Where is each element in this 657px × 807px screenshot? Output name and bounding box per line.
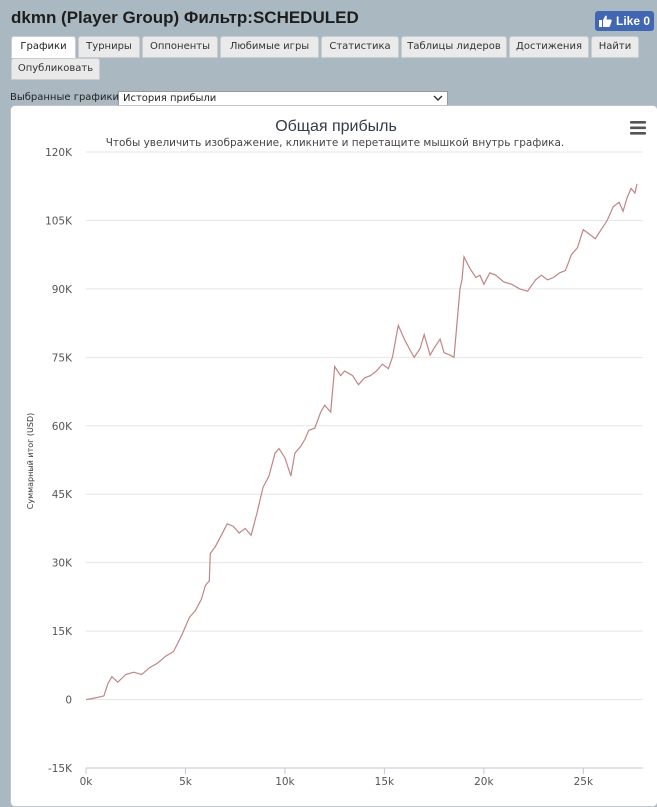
tab-favorite-games[interactable]: Любимые игры xyxy=(220,36,319,58)
like-count-label: Like 0 xyxy=(615,14,651,28)
x-tick-label: 25k xyxy=(574,776,594,788)
page-title: dkmn (Player Group) Фильтр:SCHEDULED xyxy=(11,8,359,27)
chart-panel: -15K 0 15K 30K 45K 60K 75K 90K 105K 120K 0k 5k 10k 1… xyxy=(10,105,657,807)
thumbs-up-icon xyxy=(598,15,612,27)
chart-menu-button[interactable] xyxy=(626,119,648,137)
chart-subtitle: Чтобы увеличить изображение, кликните и … xyxy=(106,137,565,149)
x-tick-label: 15k xyxy=(375,776,395,788)
y-tick-label: -15K xyxy=(48,763,73,775)
y-tick-label: 90K xyxy=(52,284,73,296)
tab-statistics[interactable]: Статистика xyxy=(321,36,399,58)
tab-graphs[interactable]: Графики xyxy=(11,36,76,58)
y-tick-label: 60K xyxy=(52,421,73,433)
tab-find[interactable]: Найти xyxy=(591,36,639,58)
profit-series-line xyxy=(85,183,638,701)
y-tick-label: 75K xyxy=(52,352,73,364)
facebook-like-button[interactable]: Like 0 xyxy=(595,11,654,31)
tab-publish[interactable]: Опубликовать xyxy=(11,58,100,80)
y-tick-label: 45K xyxy=(52,489,73,501)
y-tick-label: 120K xyxy=(45,147,73,159)
y-axis-label: Суммарный итог (USD) xyxy=(26,413,35,510)
graph-select-value: История прибыли xyxy=(123,93,217,104)
tab-tournaments[interactable]: Турниры xyxy=(78,36,140,58)
chart-title: Общая прибыль xyxy=(275,118,397,135)
x-tick-label: 0k xyxy=(80,776,94,788)
y-tick-label: 15K xyxy=(52,626,73,638)
tab-leaderboards[interactable]: Таблицы лидеров xyxy=(401,36,507,58)
x-tick-label: 20k xyxy=(474,776,494,788)
hamburger-menu-icon xyxy=(630,121,646,135)
y-tick-label: 105K xyxy=(45,215,73,227)
tab-opponents[interactable]: Оппоненты xyxy=(142,36,218,58)
y-tick-label: 30K xyxy=(52,558,73,570)
tab-achievements[interactable]: Достижения xyxy=(509,36,589,58)
profit-chart[interactable]: -15K 0 15K 30K 45K 60K 75K 90K 105K 120K 0k 5k 10k 1… xyxy=(11,106,657,806)
y-tick-label: 0 xyxy=(65,695,72,707)
graph-select-label: Выбранные графики: xyxy=(10,92,123,103)
x-tick-label: 10k xyxy=(275,776,295,788)
x-tick-label: 5k xyxy=(179,776,193,788)
chevron-down-icon xyxy=(433,95,443,101)
